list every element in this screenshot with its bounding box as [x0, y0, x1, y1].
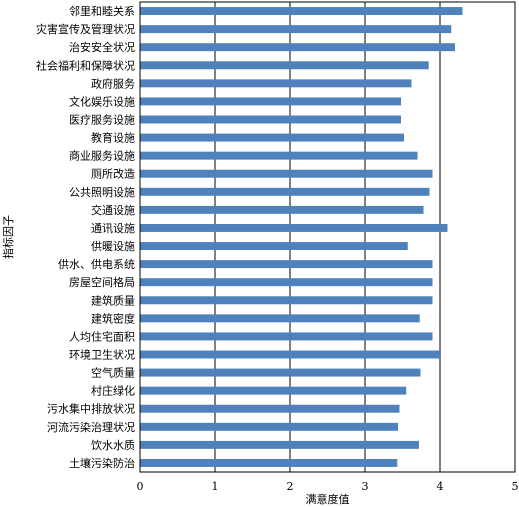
bar [140, 440, 419, 449]
x-tick-label: 1 [212, 480, 219, 493]
category-label: 环境卫生状况 [69, 348, 135, 362]
bar [140, 242, 408, 251]
category-label: 邻里和睦关系 [69, 4, 135, 18]
bar [140, 458, 398, 467]
x-tick-label: 0 [137, 480, 144, 493]
bar [140, 386, 407, 395]
category-label: 公共照明设施 [69, 186, 135, 199]
category-label: 空气质量 [91, 366, 135, 380]
bar [140, 169, 433, 178]
category-label: 饮水水质 [91, 439, 135, 452]
bar [140, 404, 400, 413]
category-label: 建筑密度 [91, 311, 135, 325]
category-label: 河流污染治理状况 [47, 420, 135, 434]
category-labels: 邻里和睦关系灾害宣传及管理状况治安安全状况社会福利和保障状况政府服务文化娱乐设施… [36, 4, 135, 470]
category-label: 教育设施 [91, 131, 135, 145]
category-label: 治安安全状况 [69, 40, 135, 54]
bar [140, 260, 433, 269]
bar [140, 350, 440, 359]
category-label: 商业服务设施 [69, 149, 135, 163]
category-label: 房屋空间格局 [69, 275, 135, 289]
bar [140, 278, 433, 287]
gridlines [214, 2, 441, 472]
bar [140, 296, 433, 305]
category-label: 政府服务 [91, 76, 135, 90]
bar [140, 151, 418, 160]
x-tick-label: 3 [362, 480, 369, 493]
bar [140, 133, 404, 142]
category-label: 供水、供电系统 [58, 257, 135, 271]
bar [140, 43, 455, 52]
bar [140, 422, 398, 431]
x-axis-title: 满意度值 [306, 492, 350, 506]
category-label: 建筑质量 [91, 293, 135, 307]
category-label: 通讯设施 [91, 222, 135, 235]
y-axis-title: 指标因子 [1, 215, 15, 259]
bar [140, 205, 424, 214]
bars [140, 7, 463, 467]
bar [140, 25, 452, 34]
bar [140, 79, 412, 88]
category-label: 医疗服务设施 [69, 113, 135, 127]
bar [140, 223, 448, 232]
category-label: 供暖设施 [91, 239, 135, 253]
category-label: 污水集中排放状况 [47, 402, 135, 416]
category-label: 交通设施 [91, 203, 135, 217]
bar [140, 332, 433, 341]
bar [140, 7, 463, 16]
plot-frame [139, 1, 516, 473]
x-tick-label: 2 [287, 480, 294, 493]
bar [140, 115, 401, 124]
x-tick-label: 5 [512, 480, 519, 493]
x-tick-label: 4 [437, 480, 444, 493]
category-label: 村庄绿化 [91, 384, 135, 398]
category-label: 土壤污染防治 [69, 456, 135, 470]
x-tick-labels: 0 1 2 3 4 5 [137, 480, 519, 493]
category-label: 灾害宣传及管理状况 [36, 22, 135, 36]
bar [140, 368, 421, 377]
bar [140, 187, 430, 196]
category-label: 文化娱乐设施 [69, 94, 135, 108]
bar [140, 61, 429, 70]
category-label: 社会福利和保障状况 [36, 58, 135, 72]
bar [140, 97, 401, 106]
category-label: 人均住宅面积 [69, 329, 135, 343]
bar [140, 314, 420, 323]
category-label: 厕所改造 [91, 167, 135, 181]
